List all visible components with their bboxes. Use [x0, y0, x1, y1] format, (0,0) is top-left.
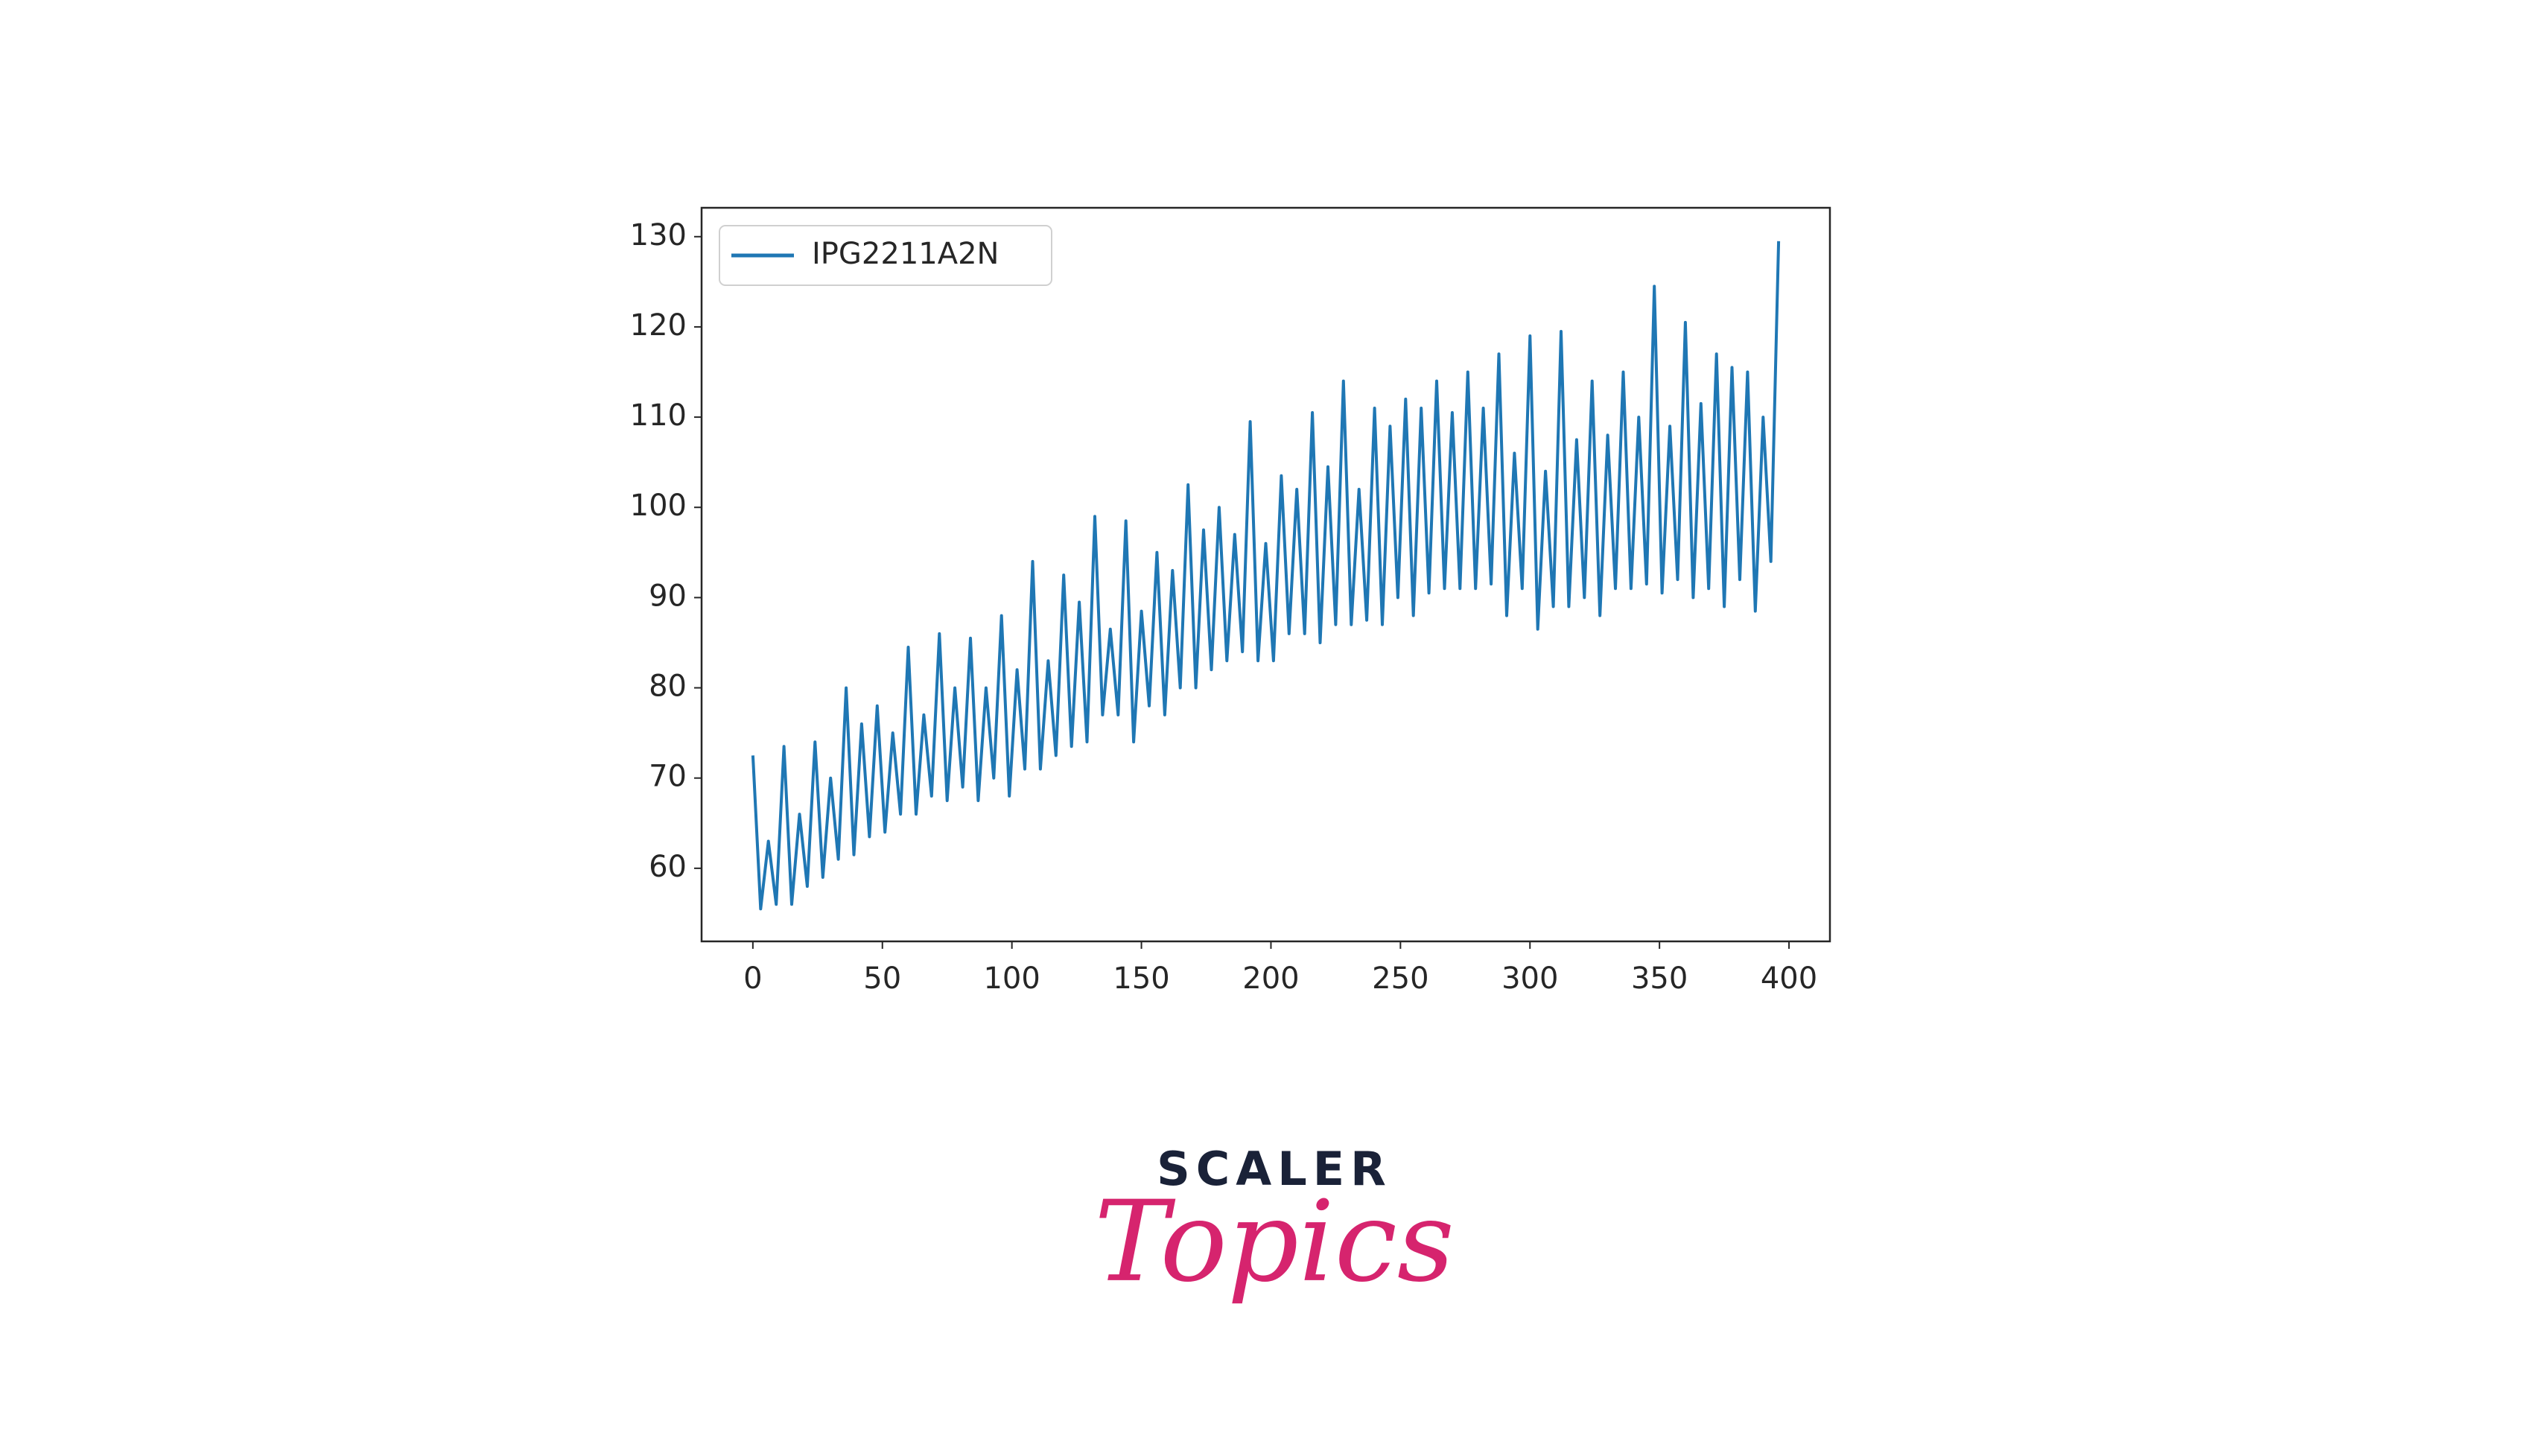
- x-tick-label: 350: [1631, 961, 1688, 996]
- x-tick-label: 250: [1372, 961, 1428, 996]
- y-tick-label: 90: [649, 579, 687, 613]
- y-tick-label: 120: [630, 308, 687, 343]
- y-tick-label: 110: [630, 398, 687, 433]
- x-tick-label: 200: [1242, 961, 1299, 996]
- x-tick-label: 100: [983, 961, 1040, 996]
- axes-frame: [700, 206, 1831, 943]
- x-tick-label: 50: [863, 961, 901, 996]
- legend-box: [719, 225, 1052, 286]
- y-tick-label: 60: [649, 850, 687, 884]
- y-tick-label: 130: [630, 218, 687, 252]
- x-tick-label: 300: [1501, 961, 1558, 996]
- logo-scaler: SCALER: [1157, 1142, 1392, 1196]
- logo-topics: Topics: [1094, 1177, 1455, 1307]
- legend-label: IPG2211A2N: [812, 237, 999, 271]
- data-line: [751, 241, 1781, 911]
- x-tick-label: 150: [1113, 961, 1169, 996]
- x-tick-label: 400: [1761, 961, 1817, 996]
- y-tick-label: 70: [649, 760, 687, 794]
- y-tick-label: 80: [649, 670, 687, 704]
- x-tick-label: 0: [743, 961, 762, 996]
- y-tick-label: 100: [630, 489, 687, 523]
